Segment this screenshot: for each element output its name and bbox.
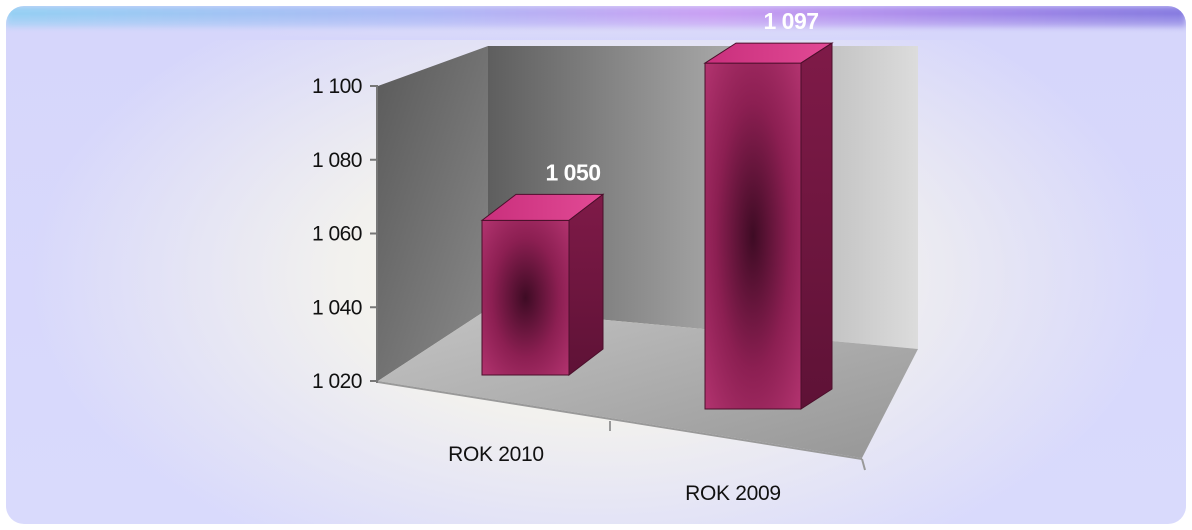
x-tick-mark (861, 458, 866, 471)
bar-rok-2009 (703, 42, 834, 410)
x-category-label: ROK 2010 (448, 443, 544, 466)
data-label: 1 050 (545, 159, 600, 185)
y-tick-label: 1 100 (312, 75, 362, 98)
data-label: 1 097 (763, 8, 818, 34)
bar-side (800, 42, 833, 410)
y-tick-label: 1 080 (312, 149, 362, 172)
y-tick-label: 1 040 (312, 296, 362, 319)
bar-front (481, 219, 570, 376)
bar-side (568, 193, 604, 377)
y-tick-label: 1 060 (312, 223, 362, 246)
bar-rok-2010 (480, 193, 605, 377)
x-axis-line (377, 381, 863, 460)
left-wall (378, 46, 488, 381)
y-tick-label: 1 020 (312, 370, 362, 393)
x-category-label: ROK 2009 (685, 482, 781, 505)
bar-front (704, 62, 802, 410)
